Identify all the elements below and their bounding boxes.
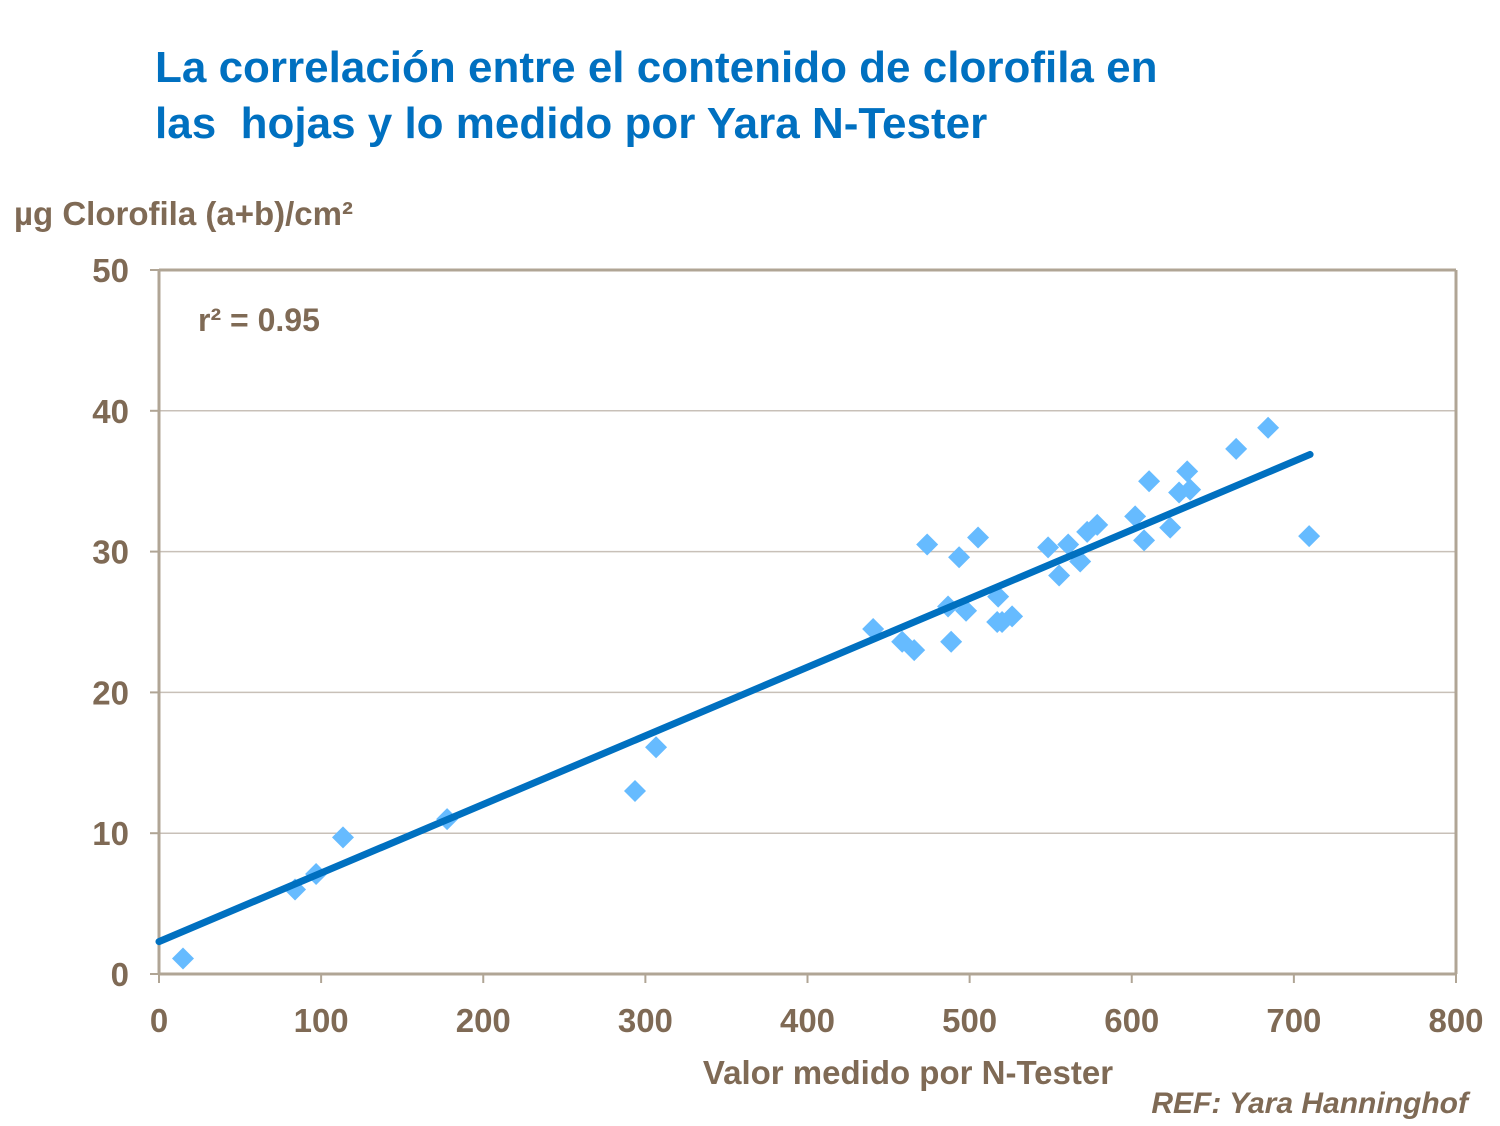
x-tick-label: 0 — [150, 1002, 168, 1039]
gridlines — [159, 410, 1456, 834]
data-point — [1138, 470, 1161, 493]
axes — [150, 268, 1458, 983]
data-point — [1225, 437, 1248, 460]
data-point — [1048, 564, 1071, 587]
y-tick-label: 30 — [92, 534, 129, 571]
data-point — [171, 947, 194, 970]
x-tick-label: 200 — [456, 1002, 511, 1039]
data-point — [916, 533, 939, 556]
data-point — [1086, 513, 1109, 536]
y-tick-label: 10 — [92, 815, 129, 852]
data-point — [903, 639, 926, 662]
x-tick-label: 500 — [942, 1002, 997, 1039]
x-tick-label: 400 — [780, 1002, 835, 1039]
x-axis-label: Valor medido por N-Tester — [703, 1054, 1113, 1091]
data-point — [1037, 536, 1060, 559]
x-tick-label: 800 — [1428, 1002, 1483, 1039]
trendline-group — [155, 450, 1314, 946]
data-point — [1257, 416, 1280, 439]
data-point — [940, 630, 963, 653]
data-point — [1001, 605, 1024, 628]
y-tick-label: 40 — [92, 393, 129, 430]
data-point — [1298, 525, 1321, 548]
chart-title: La correlación entre el contenido de clo… — [155, 43, 1158, 148]
data-point — [623, 779, 646, 802]
data-point — [1133, 529, 1156, 552]
x-tick-label: 600 — [1104, 1002, 1159, 1039]
reference-note: REF: Yara Hanninghof — [1151, 1087, 1468, 1120]
data-point — [332, 826, 355, 849]
data-point — [1124, 505, 1147, 528]
r-squared-annotation: r² = 0.95 — [198, 302, 320, 338]
y-axis-label: µg Clorofila (a+b)/cm² — [14, 195, 353, 232]
data-point — [967, 526, 990, 549]
data-point — [1159, 516, 1182, 539]
data-point — [1179, 478, 1202, 501]
data-point — [1176, 460, 1199, 483]
x-tick-label: 300 — [618, 1002, 673, 1039]
y-tick-label: 50 — [92, 252, 129, 289]
data-point — [948, 546, 971, 569]
x-tick-label: 100 — [294, 1002, 349, 1039]
trendline — [155, 450, 1314, 946]
x-tick-label: 700 — [1266, 1002, 1321, 1039]
data-point — [645, 736, 668, 759]
y-tick-label: 0 — [111, 956, 129, 993]
data-point — [1057, 533, 1080, 556]
data-points — [171, 416, 1321, 970]
y-tick-label: 20 — [92, 674, 129, 711]
